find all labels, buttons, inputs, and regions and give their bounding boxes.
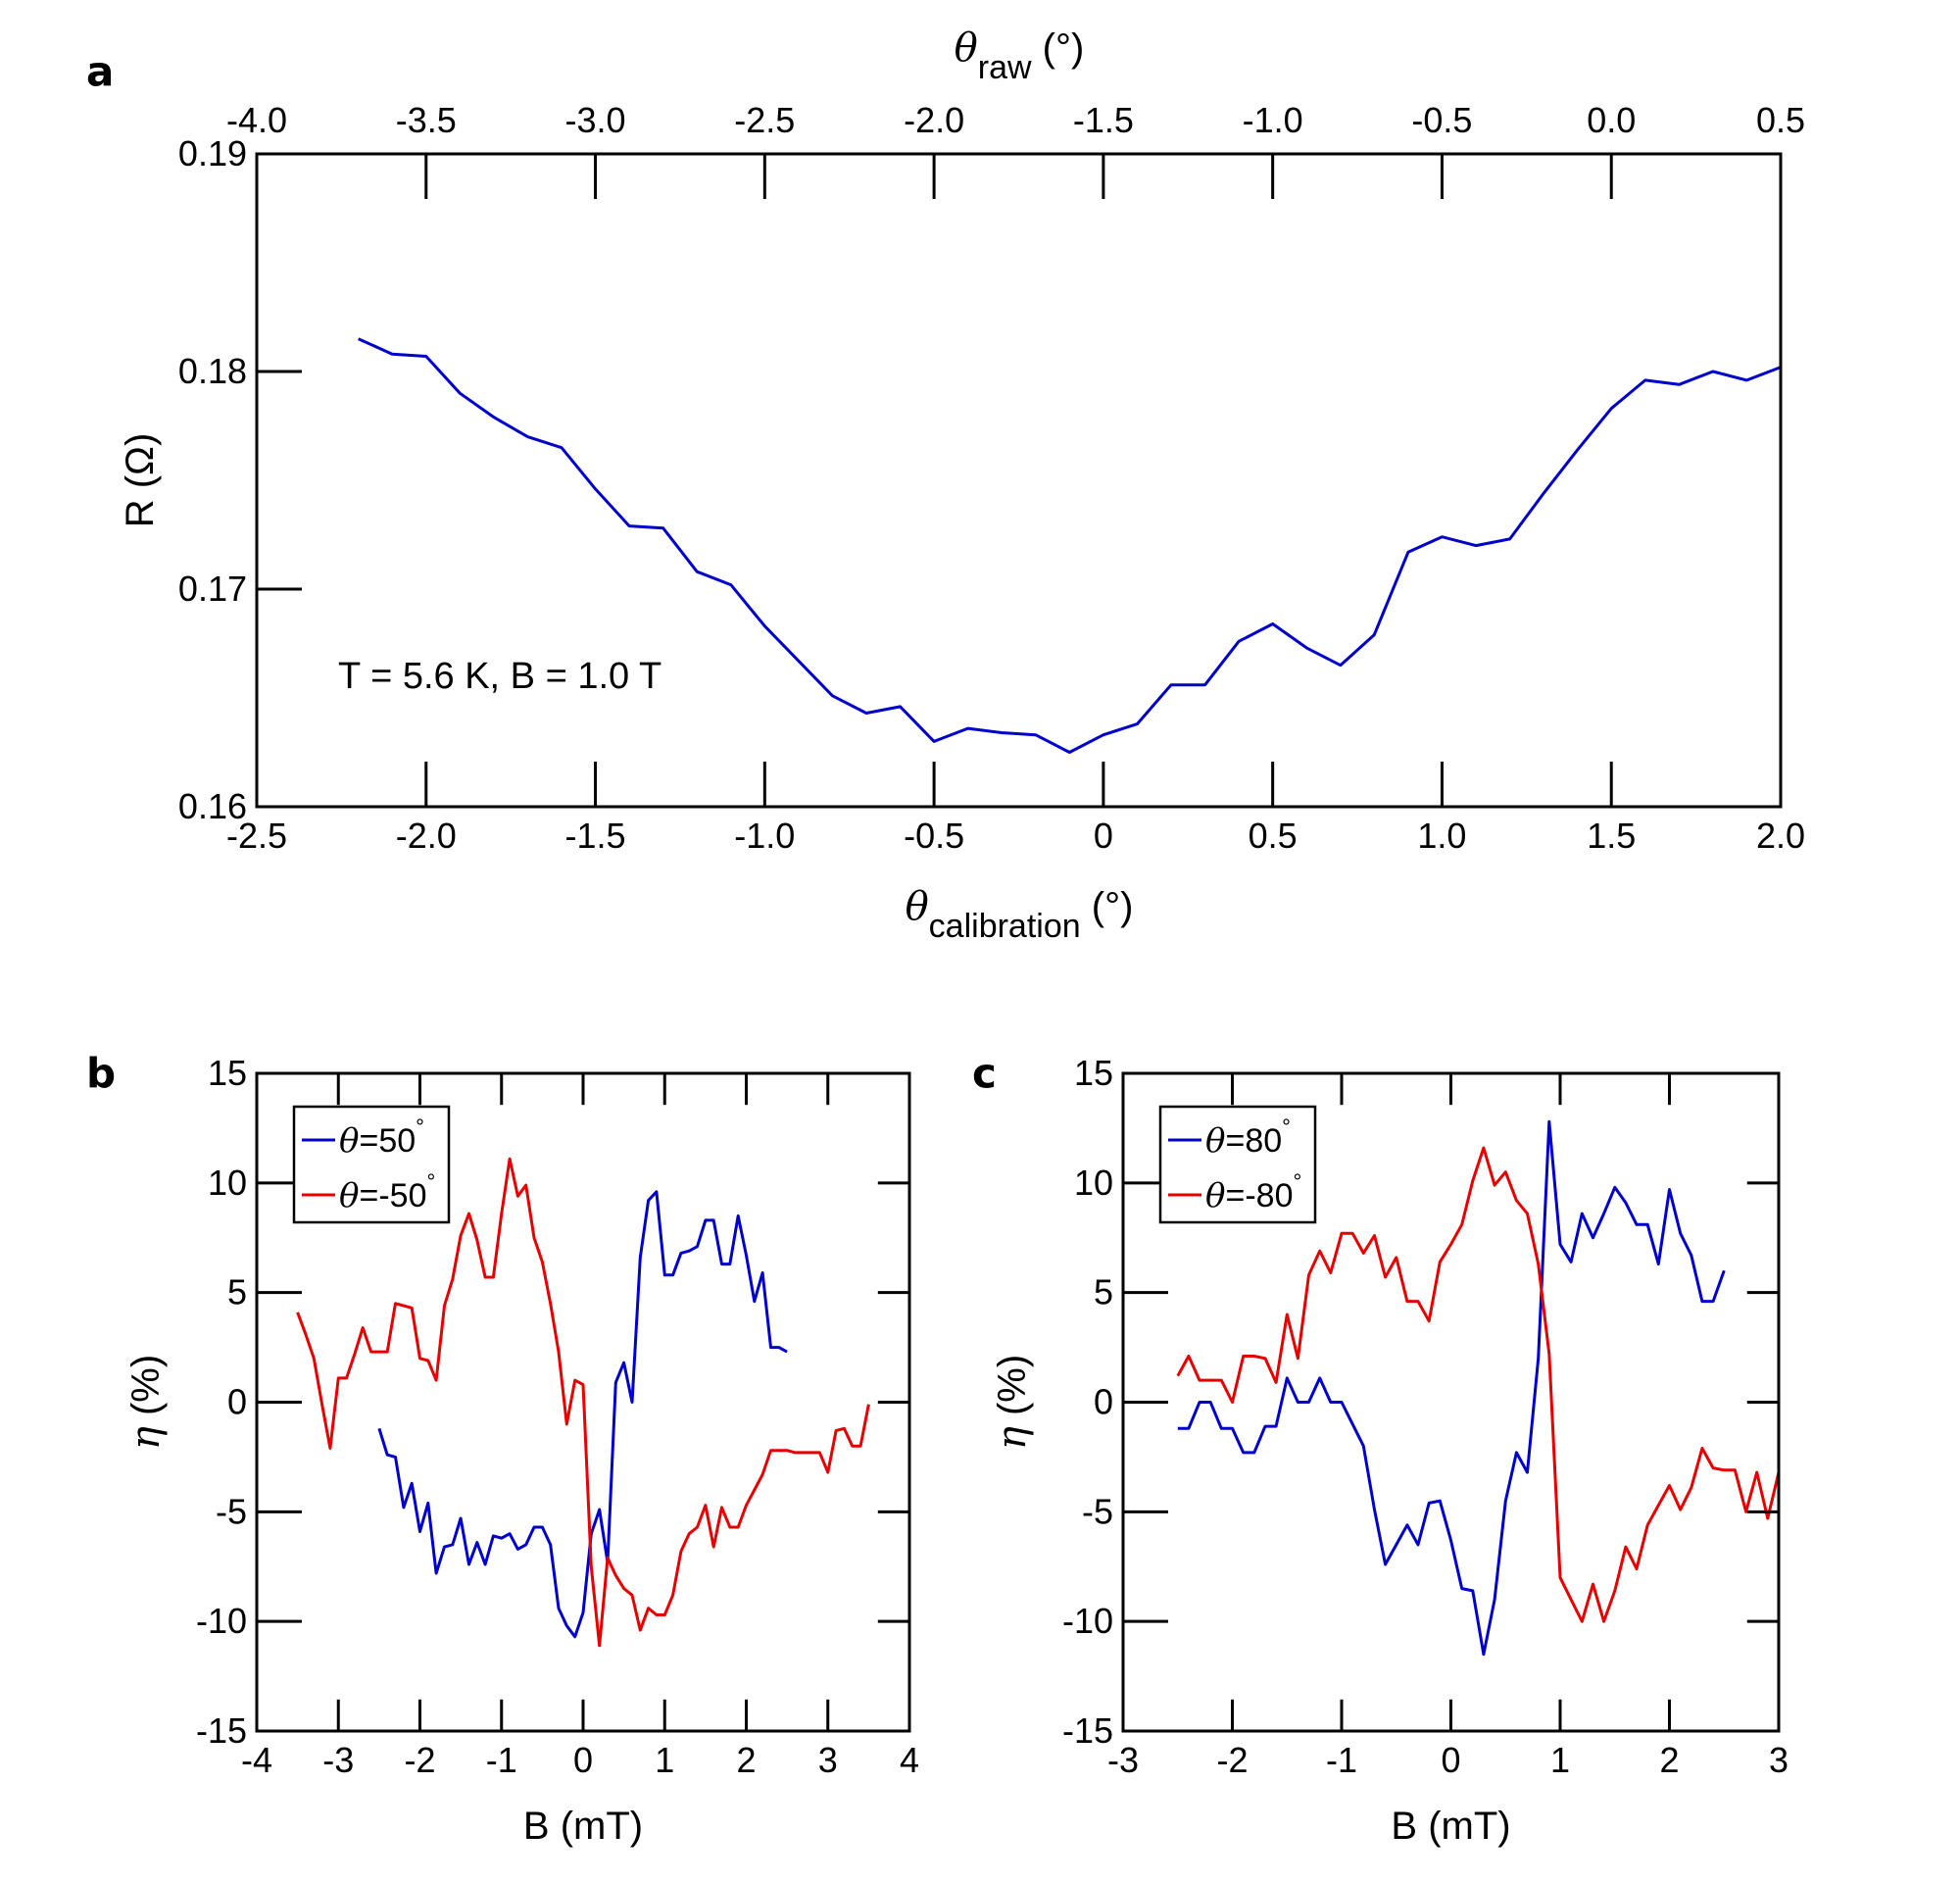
series-line-c-1 — [1176, 1146, 1781, 1623]
y-tick-label-c: 5 — [1094, 1272, 1113, 1312]
panel-label-b: b — [86, 1050, 116, 1098]
legend-entry-b-0: θ=50° — [339, 1114, 424, 1161]
y-tick-label-a: 0.16 — [178, 786, 247, 826]
top-x-tick-label: 0.0 — [1587, 100, 1636, 140]
series-line-a-0 — [358, 337, 1782, 754]
top-x-tick-label: -2.5 — [734, 100, 795, 140]
y-tick-label-b: -10 — [196, 1601, 247, 1641]
x-axis-label-c: B (mT) — [1391, 1805, 1510, 1848]
x-tick-label-c: -3 — [1107, 1740, 1139, 1780]
legend-c: θ=80° θ=-80° — [1158, 1105, 1317, 1224]
x-tick-label-a: 1.5 — [1587, 816, 1636, 856]
x-tick-label-b: 4 — [900, 1740, 919, 1780]
x-tick-label-c: 2 — [1659, 1740, 1679, 1780]
legend-entry-c-1: θ=-80° — [1205, 1169, 1301, 1215]
legend-b: θ=50° θ=-50° — [292, 1105, 451, 1224]
y-tick-label-a: 0.18 — [178, 351, 247, 391]
y-axis-label: R (Ω) — [119, 433, 162, 528]
top-x-axis-label: θraw (°) — [955, 25, 1085, 86]
x-tick-label-a: 1.0 — [1417, 816, 1466, 856]
legend-entry-b-1: θ=-50° — [339, 1169, 435, 1215]
y-tick-label-b: 5 — [227, 1272, 247, 1312]
y-tick-label-b: -15 — [196, 1710, 247, 1751]
y-tick-label-c: -10 — [1062, 1601, 1113, 1641]
x-tick-label-c: 1 — [1550, 1740, 1570, 1780]
axes-frame-a — [255, 152, 1783, 809]
panel-label-c: c — [972, 1050, 997, 1098]
x-tick-label-b: 3 — [818, 1740, 838, 1780]
y-tick-label-b: -5 — [216, 1491, 247, 1531]
y-tick-label-b: 15 — [208, 1053, 247, 1093]
top-x-tick-label: -0.5 — [1411, 100, 1472, 140]
x-tick-label-a: -2.0 — [396, 816, 457, 856]
top-x-tick-label: -3.0 — [565, 100, 626, 140]
x-tick-label-a: -1.0 — [734, 816, 795, 856]
y-tick-label-c: 15 — [1074, 1053, 1113, 1093]
x-tick-label-a: -1.5 — [565, 816, 626, 856]
series-line-b-1 — [296, 1157, 870, 1648]
x-axis-label-b: B (mT) — [523, 1805, 643, 1848]
x-axis-label: θcalibration (°) — [906, 884, 1134, 945]
x-tick-label-b: -2 — [404, 1740, 435, 1780]
x-tick-label-c: 0 — [1441, 1740, 1460, 1780]
y-tick-label-a: 0.19 — [178, 133, 247, 173]
y-tick-label-c: 10 — [1074, 1163, 1113, 1203]
legend-box-c — [1158, 1105, 1317, 1224]
legend-entry-c-0: θ=80° — [1205, 1114, 1291, 1161]
series-line-b-0 — [377, 1190, 788, 1639]
x-tick-label-b: -3 — [322, 1740, 354, 1780]
panel-a: a -2.5 -2.0 -1.5 -1.0 -0.5 0 0.5 1.0 1.5 2.0 0.16 0.… — [86, 25, 1805, 945]
panel-label-a: a — [86, 48, 114, 96]
annotation: T = 5.6 K, B = 1.0 T — [338, 656, 662, 697]
y-tick-label-a: 0.17 — [178, 569, 247, 609]
x-tick-label-a: 2.0 — [1756, 816, 1805, 856]
series-line-c-0 — [1177, 1119, 1726, 1657]
top-x-tick-label: 0.5 — [1756, 100, 1805, 140]
x-tick-label-c: -2 — [1216, 1740, 1248, 1780]
x-tick-label-b: 1 — [655, 1740, 674, 1780]
x-tick-label-c: -1 — [1326, 1740, 1357, 1780]
x-tick-label-b: 0 — [573, 1740, 593, 1780]
x-tick-label-b: 2 — [736, 1740, 756, 1780]
x-tick-label-c: 3 — [1769, 1740, 1788, 1780]
y-tick-label-c: 0 — [1094, 1382, 1113, 1422]
x-tick-label-a: 0 — [1094, 816, 1113, 856]
top-x-tick-label: -1.5 — [1073, 100, 1134, 140]
x-tick-label-a: -0.5 — [904, 816, 964, 856]
top-x-tick-label: -2.0 — [904, 100, 964, 140]
x-tick-label-a: 0.5 — [1249, 816, 1298, 856]
y-tick-label-c: -5 — [1082, 1491, 1113, 1531]
top-x-tick-label: -4.0 — [226, 100, 287, 140]
legend-box-b — [292, 1105, 451, 1224]
x-tick-label-b: -1 — [486, 1740, 517, 1780]
y-tick-label-b: 0 — [227, 1382, 247, 1422]
y-axis-label-c: η (%) — [990, 1355, 1035, 1450]
x-tick-label-a: -2.5 — [226, 816, 287, 856]
y-tick-label-c: -15 — [1062, 1710, 1113, 1751]
y-tick-label-b: 10 — [208, 1163, 247, 1203]
x-tick-label-b: -4 — [241, 1740, 272, 1780]
top-x-tick-label: -1.0 — [1243, 100, 1303, 140]
y-axis-label-b: η (%) — [123, 1355, 169, 1450]
top-x-tick-label: -3.5 — [396, 100, 457, 140]
